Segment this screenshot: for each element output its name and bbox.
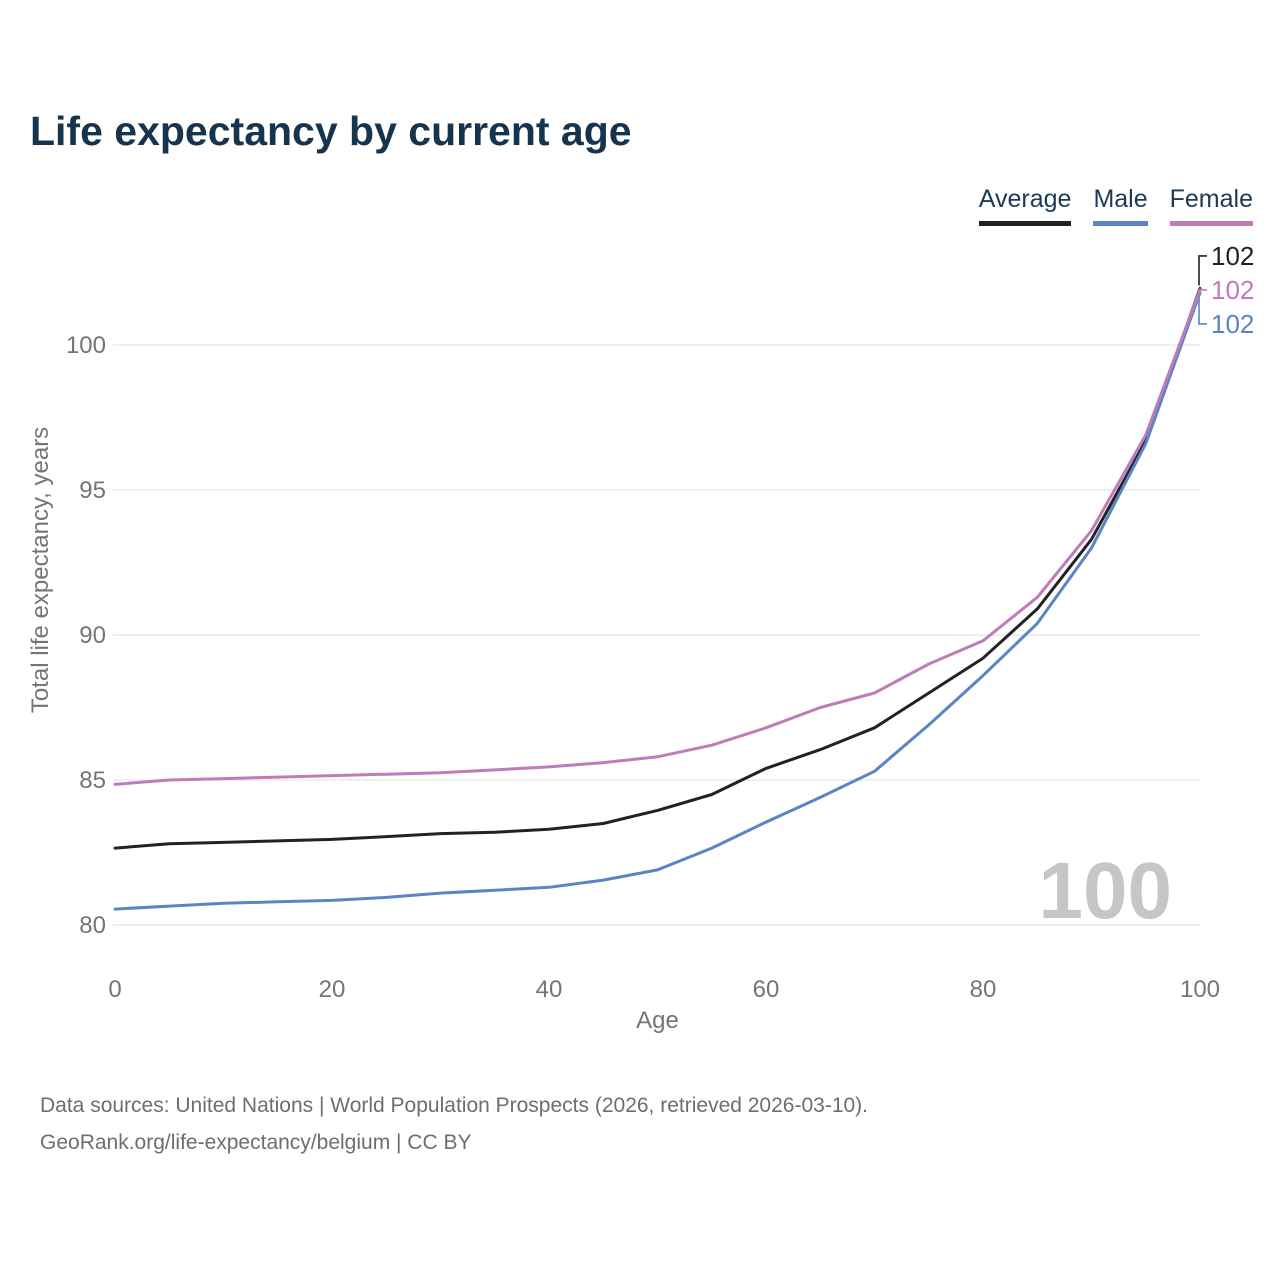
series-line-male[interactable] (113, 291, 1202, 911)
end-label-connector-average (1198, 255, 1207, 286)
end-label-average: 102 (1211, 241, 1254, 271)
series-line-female[interactable] (113, 288, 1202, 786)
legend-item-female[interactable]: Female (1169, 185, 1253, 226)
end-label-connector-male (1198, 296, 1207, 325)
y-axis-title: Total life expectancy, years (27, 427, 54, 713)
line-chart-plot: 100 80 85 90 95 100 0 20 40 60 80 100 Age Total life … (27, 241, 1254, 1034)
end-label-male: 102 (1211, 309, 1254, 339)
footer-attribution-link[interactable]: GeoRank.org/life-expectancy/belgium | CC… (40, 1131, 472, 1154)
x-tick-label-80: 80 (970, 976, 997, 1003)
page-title: Life expectancy by current age (30, 108, 632, 154)
legend-label-male: Male (1093, 185, 1148, 213)
y-tick-label-80: 80 (79, 912, 106, 939)
y-tick-label-85: 85 (79, 767, 106, 794)
y-tick-label-90: 90 (79, 622, 106, 649)
legend-item-average[interactable]: Average (978, 185, 1072, 226)
x-tick-label-100: 100 (1180, 976, 1220, 1003)
end-label-female: 102 (1211, 275, 1254, 305)
x-axis-title: Age (636, 1007, 679, 1034)
legend-label-female: Female (1169, 185, 1253, 213)
watermark-age-value: 100 (1039, 846, 1172, 935)
chart-legend: Average Male Female (978, 185, 1253, 226)
legend-item-male[interactable]: Male (1093, 185, 1148, 226)
x-tick-label-0: 0 (108, 976, 121, 1003)
chart-footer: Data sources: United Nations | World Pop… (40, 1087, 868, 1161)
y-tick-label-95: 95 (79, 477, 106, 504)
footer-data-sources: Data sources: United Nations | World Pop… (40, 1094, 869, 1117)
x-tick-label-20: 20 (319, 976, 346, 1003)
y-tick-label-100: 100 (66, 332, 106, 359)
x-tick-label-60: 60 (753, 976, 780, 1003)
x-tick-label-40: 40 (536, 976, 563, 1003)
legend-label-average: Average (978, 185, 1072, 213)
series-line-average[interactable] (113, 286, 1202, 850)
